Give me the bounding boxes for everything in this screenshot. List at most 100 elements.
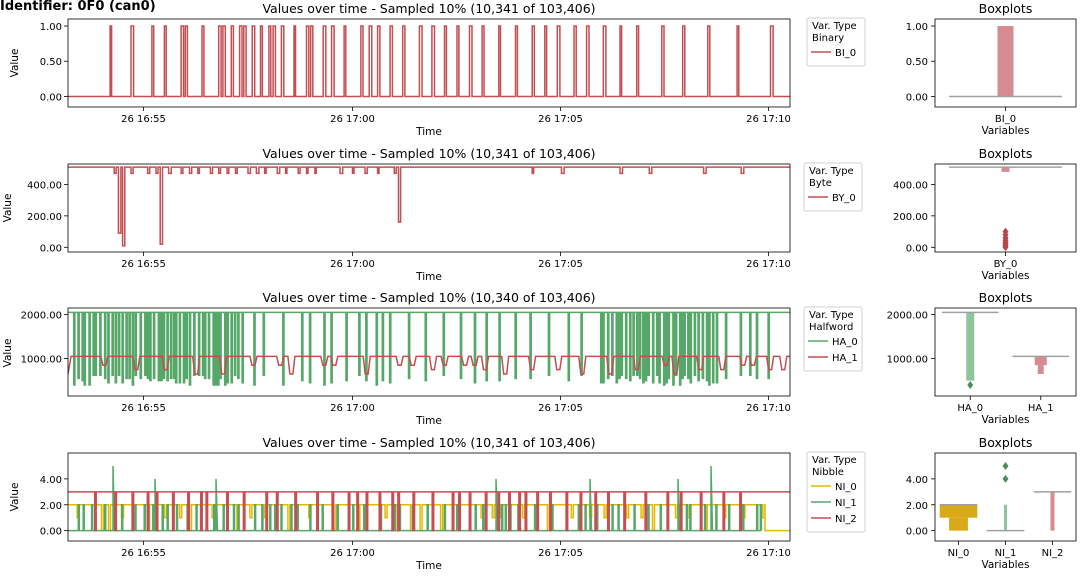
box-lower [949, 517, 968, 531]
legend-entry-BY_0: BY_0 [832, 193, 856, 204]
chart-title: Values over time - Sampled 10% (10,341 o… [262, 1, 595, 16]
x-axis-label: Variables [982, 125, 1030, 137]
chart-title: Values over time - Sampled 10% (10,340 o… [262, 290, 595, 305]
box-body [1034, 356, 1047, 366]
y-tick-label: 0.00 [906, 92, 928, 103]
y-tick-label: 2.00 [906, 501, 928, 512]
y-tick-label: 4.00 [906, 475, 928, 486]
y-tick-label: 400.00 [893, 180, 928, 191]
plot-frame [67, 163, 791, 253]
legend-entry-NI_1: NI_1 [835, 498, 857, 509]
x-tick-label: 26 17:05 [538, 403, 583, 414]
chart-title: Values over time - Sampled 10% (10,341 o… [262, 435, 595, 450]
boxplot-panel-4: Boxplots 0.00 2.00 4.00 NI_0 NI_1 NI_2 Variable… [906, 435, 1077, 571]
box-NI_0 [939, 504, 978, 531]
x-tick-label: BI_0 [995, 114, 1016, 125]
x-tick-label: 26 16:55 [121, 114, 166, 125]
x-axis-label: Time [415, 560, 442, 572]
y-tick-label: 0.50 [906, 57, 928, 68]
boxplot-title: Boxplots [979, 1, 1033, 16]
legend-title: Var. Type [809, 310, 854, 321]
y-tick-label: 2.00 [40, 501, 62, 512]
x-tick-label: 26 16:55 [121, 403, 166, 414]
x-tick-label: 26 17:00 [330, 259, 375, 270]
legend-title: Var. Type [809, 166, 854, 177]
y-tick-label: 1.00 [40, 22, 62, 33]
timeseries-panel-3: Values over time - Sampled 10% (10,340 o… [2, 290, 863, 427]
box-lower [1037, 365, 1044, 374]
box-body [939, 504, 978, 518]
series-group [68, 465, 790, 532]
x-tick-label: BY_0 [994, 259, 1018, 270]
y-tick-label: 0.50 [40, 57, 62, 68]
x-tick-label: HA_0 [957, 403, 983, 414]
y-tick-label: 400.00 [27, 180, 62, 191]
x-tick-label: 26 16:55 [121, 259, 166, 270]
boxplot-title: Boxplots [979, 146, 1033, 161]
y-tick-label: 0.00 [906, 527, 928, 538]
box-BI_0 [949, 26, 1062, 98]
series-line-NI_2 [68, 491, 790, 532]
x-tick-label: 26 17:00 [330, 548, 375, 559]
legend-title: Var. Type [812, 21, 857, 32]
x-axis-label: Time [415, 415, 442, 427]
box-body [1001, 167, 1010, 172]
series-line-NI_0 [68, 504, 790, 532]
series-line-HA_1 [68, 355, 790, 375]
plot-frame [67, 18, 791, 108]
y-tick-label: 0.00 [40, 92, 62, 103]
y-tick-label: 1.00 [906, 22, 928, 33]
x-tick-label: 26 16:55 [121, 548, 166, 559]
series-line-BY_0 [68, 166, 790, 247]
x-tick-label: 26 17:10 [746, 548, 791, 559]
y-tick-label: 2000.00 [887, 311, 928, 322]
series-group [68, 166, 790, 247]
x-tick-label: NI_0 [948, 548, 970, 559]
x-tick-label: 26 17:10 [746, 114, 791, 125]
chart-title: Values over time - Sampled 10% (10,341 o… [262, 146, 595, 161]
x-tick-label: 26 17:10 [746, 403, 791, 414]
box-NI_1 [986, 461, 1025, 532]
x-axis-label: Variables [982, 270, 1030, 282]
legend-entry-BI_0: BI_0 [835, 48, 856, 59]
x-tick-label: NI_1 [995, 548, 1017, 559]
x-axis-label: Time [415, 126, 442, 138]
x-tick-label: HA_1 [1028, 403, 1054, 414]
box-BY_0 [949, 166, 1062, 252]
x-tick-label: 26 17:00 [330, 114, 375, 125]
plot-frame [67, 307, 791, 397]
x-tick-label: 26 17:00 [330, 403, 375, 414]
x-axis-label: Time [415, 271, 442, 283]
series-group [68, 25, 790, 98]
x-tick-label: 26 17:05 [538, 259, 583, 270]
x-tick-label: 26 17:10 [746, 259, 791, 270]
y-tick-label: 200.00 [893, 212, 928, 223]
x-axis-label: Variables [982, 414, 1030, 426]
legend-entry-HA_1: HA_1 [832, 353, 858, 364]
legend-title: Var. Type [812, 455, 857, 466]
legend-type: Binary [812, 33, 844, 44]
legend-type: Halfword [809, 322, 853, 333]
y-axis-label: Value [9, 483, 21, 512]
legend-entry-NI_0: NI_0 [835, 482, 857, 493]
box-NI_2 [1033, 491, 1072, 531]
timeseries-panel-2: Values over time - Sampled 10% (10,341 o… [2, 146, 863, 283]
boxplot-title: Boxplots [979, 435, 1033, 450]
legend-box [803, 306, 863, 372]
box-whisker [1050, 491, 1055, 531]
series-group [68, 311, 790, 386]
box-HA_1 [1012, 355, 1069, 374]
legend-box [806, 17, 866, 67]
box-whisker [1004, 504, 1007, 531]
legend-type: Byte [809, 178, 832, 189]
x-axis-label: Variables [982, 559, 1030, 571]
timeseries-panel-4: Values over time - Sampled 10% (10,341 o… [9, 435, 866, 572]
